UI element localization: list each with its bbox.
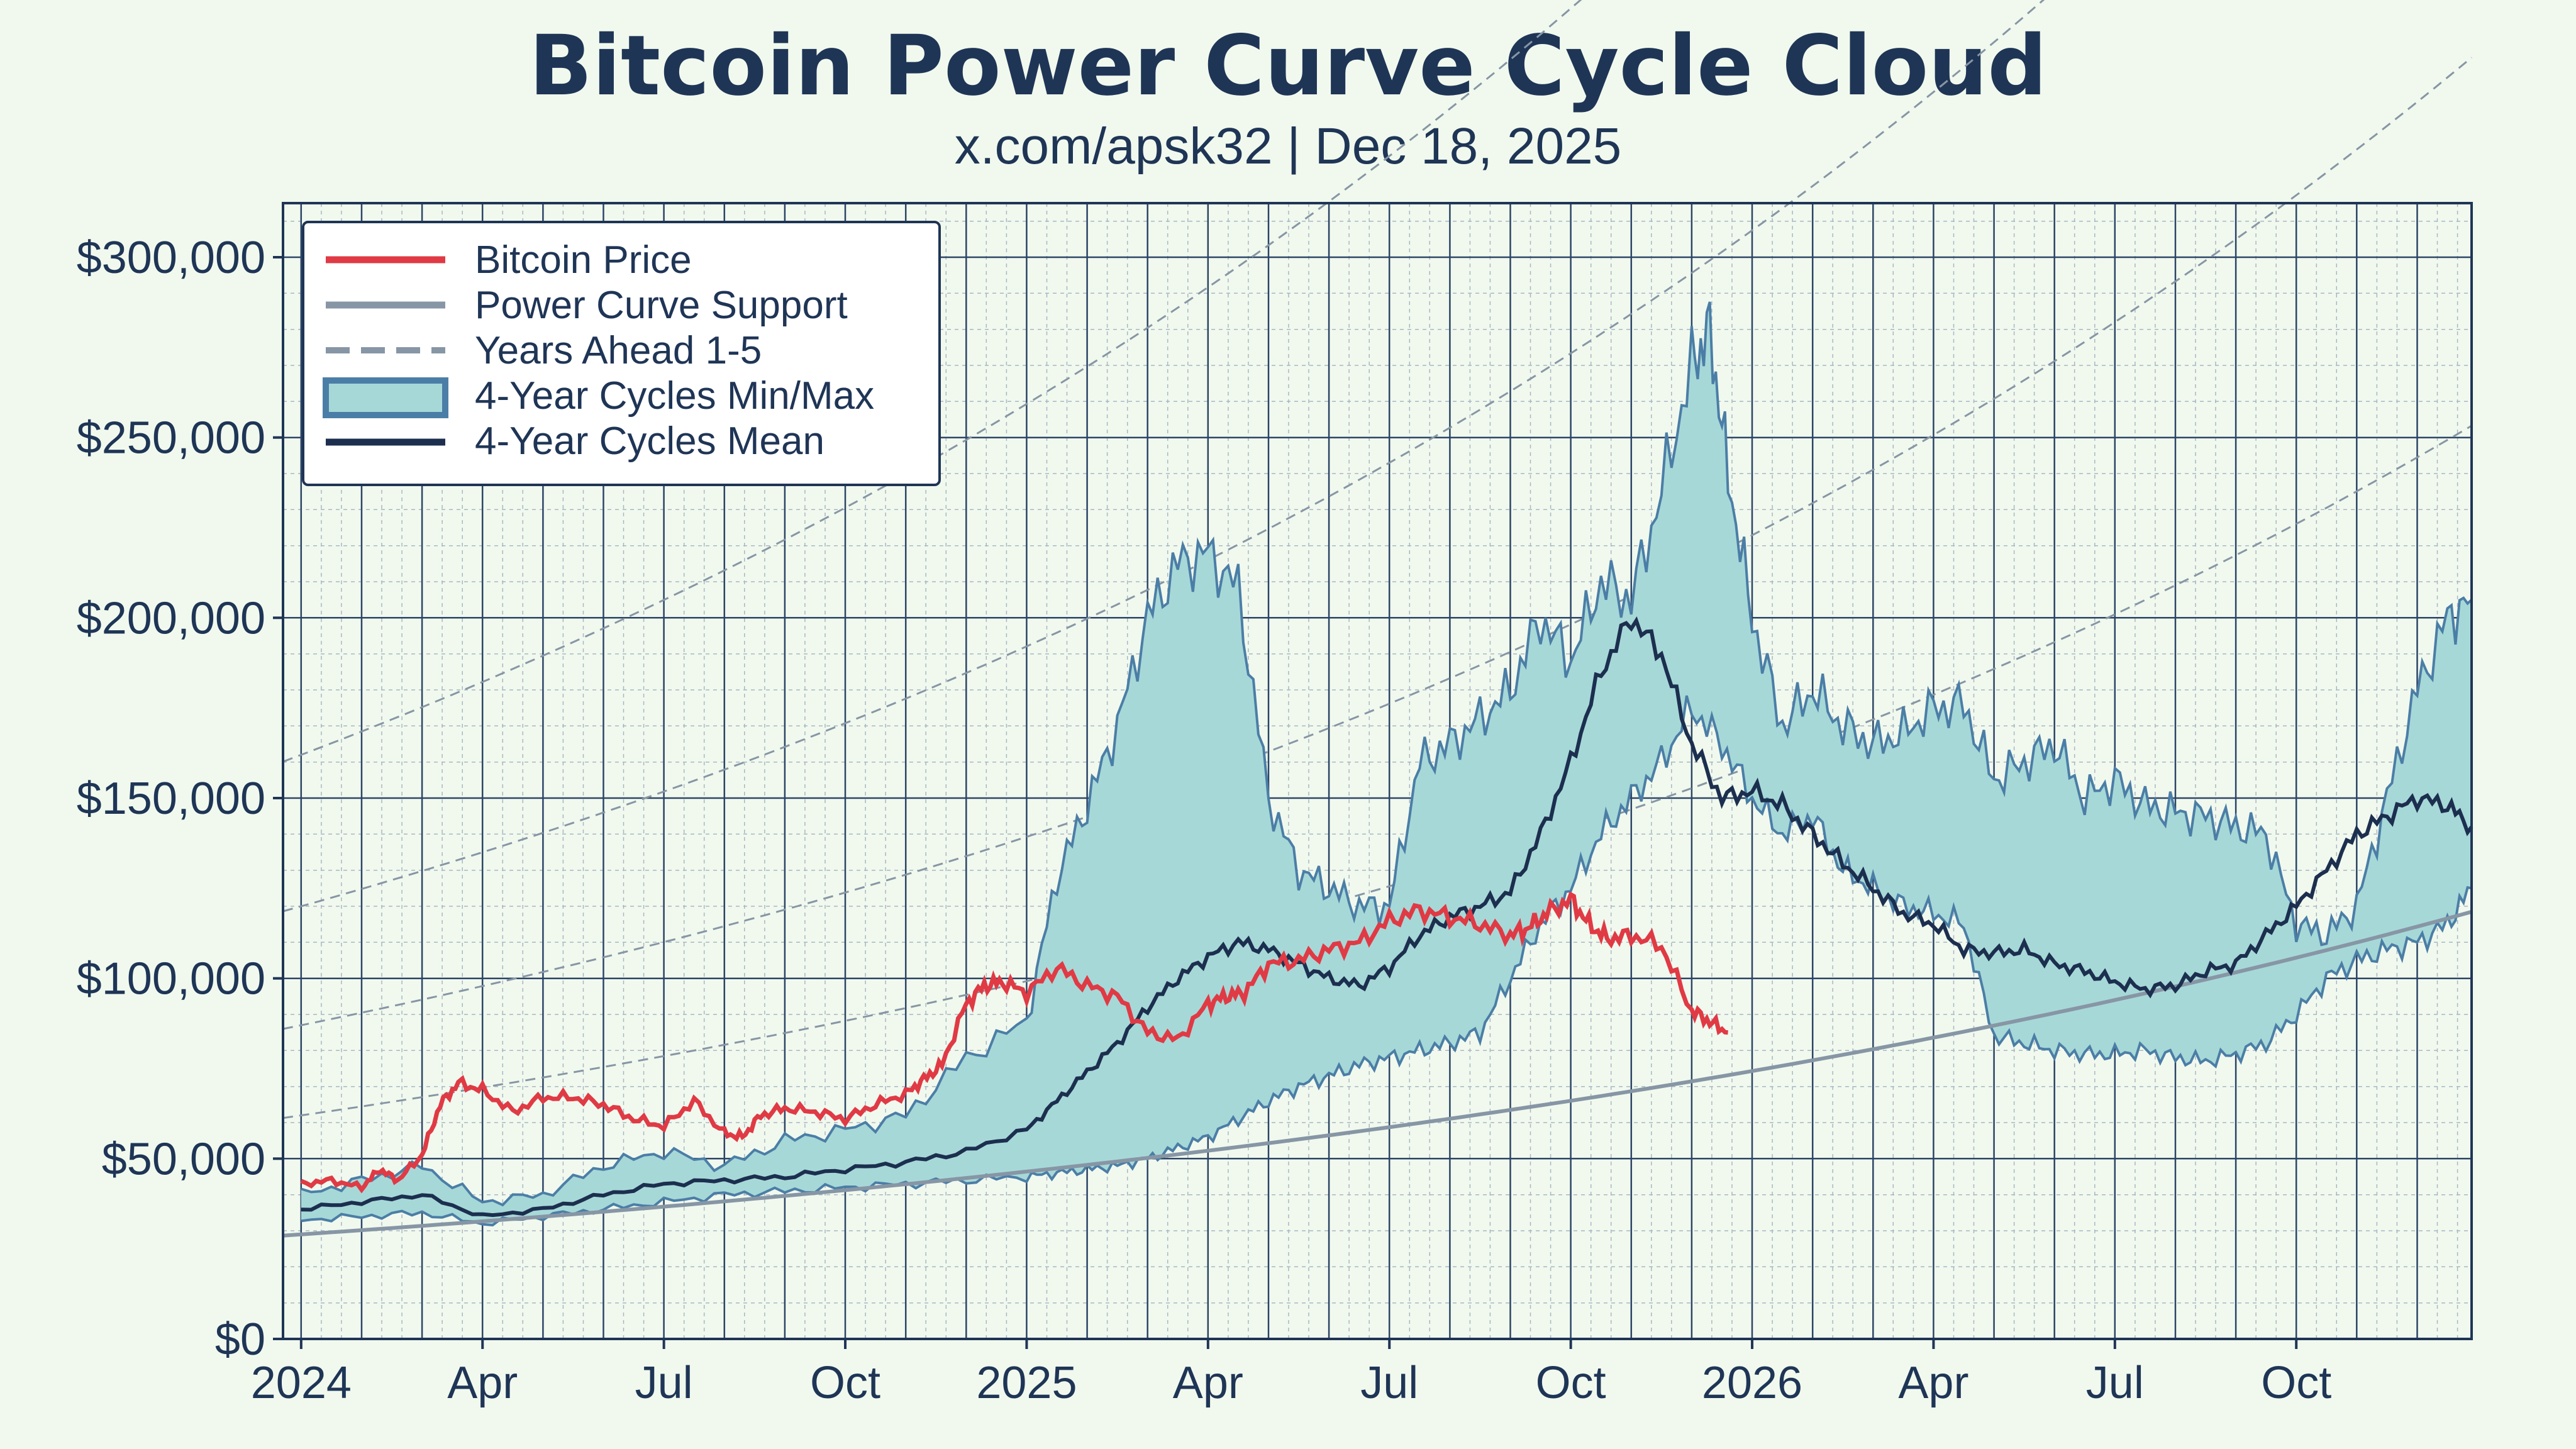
legend-label-cloud: 4-Year Cycles Min/Max: [475, 374, 874, 418]
bitcoin-price-line: [300, 891, 1728, 1194]
cycles-cloud-fill: [301, 302, 2472, 1226]
x-tick-label: 2025: [976, 1358, 1077, 1408]
plot-frame: [282, 202, 2473, 1340]
legend-label-years-ahead: Years Ahead 1-5: [475, 329, 762, 372]
y-tick-label: $50,000: [102, 1134, 265, 1184]
cycles-mean-line: [301, 616, 2473, 1218]
years-ahead-line: [282, 0, 2045, 913]
legend-box: [302, 221, 941, 486]
y-tick-label: $200,000: [77, 593, 265, 643]
x-tick-label: Oct: [1536, 1358, 1606, 1408]
legend-swatch-cloud: [323, 377, 448, 418]
x-tick-label: Oct: [810, 1358, 880, 1408]
x-tick-label: Apr: [1898, 1358, 1968, 1408]
legend: Bitcoin Price Power Curve Support Years …: [302, 221, 941, 486]
x-tick-label: Apr: [447, 1358, 518, 1408]
x-tick-label: Jul: [1360, 1358, 1418, 1408]
years-ahead-curves: [282, 0, 2472, 1119]
years-ahead-line: [282, 0, 1582, 763]
years-ahead-line: [282, 57, 2472, 1030]
chart-title: Bitcoin Power Curve Cycle Cloud: [529, 18, 2047, 114]
x-tick-label: 2024: [251, 1358, 352, 1408]
power-curve-support-line: [282, 909, 2472, 1238]
x-tick-label: Jul: [2086, 1358, 2144, 1408]
y-tick-label: $150,000: [77, 774, 265, 824]
y-tick-label: $250,000: [77, 413, 265, 464]
bitcoin-price: [300, 891, 1728, 1194]
legend-label-mean: 4-Year Cycles Mean: [475, 419, 824, 463]
cycles-min-line: [301, 695, 2472, 1227]
power-curve-support: [282, 909, 2472, 1238]
x-tick-label: Oct: [2261, 1358, 2331, 1408]
legend-label-support: Power Curve Support: [475, 284, 848, 327]
y-tick-label: $0: [215, 1314, 265, 1365]
y-axis: $0 $50,000 $100,000 $150,000 $200,000 $250,00…: [77, 233, 283, 1365]
x-axis: 2024 Apr Jul Oct 2025 Apr Jul Oct 2026 Apr Jul Oct: [251, 1339, 2331, 1408]
y-tick-label: $100,000: [77, 954, 265, 1004]
years-ahead-line: [282, 425, 2472, 1119]
chart-subtitle: x.com/apsk32 | Dec 18, 2025: [955, 118, 1622, 175]
x-tick-label: Apr: [1173, 1358, 1243, 1408]
cycles-mean: [301, 616, 2473, 1218]
y-tick-label: $300,000: [77, 233, 265, 283]
x-tick-label: Jul: [635, 1358, 693, 1408]
legend-label-price: Bitcoin Price: [475, 238, 692, 282]
x-tick-label: 2026: [1702, 1358, 1802, 1408]
cycles-max-line: [301, 301, 2473, 1207]
cycles-cloud: [301, 301, 2473, 1227]
